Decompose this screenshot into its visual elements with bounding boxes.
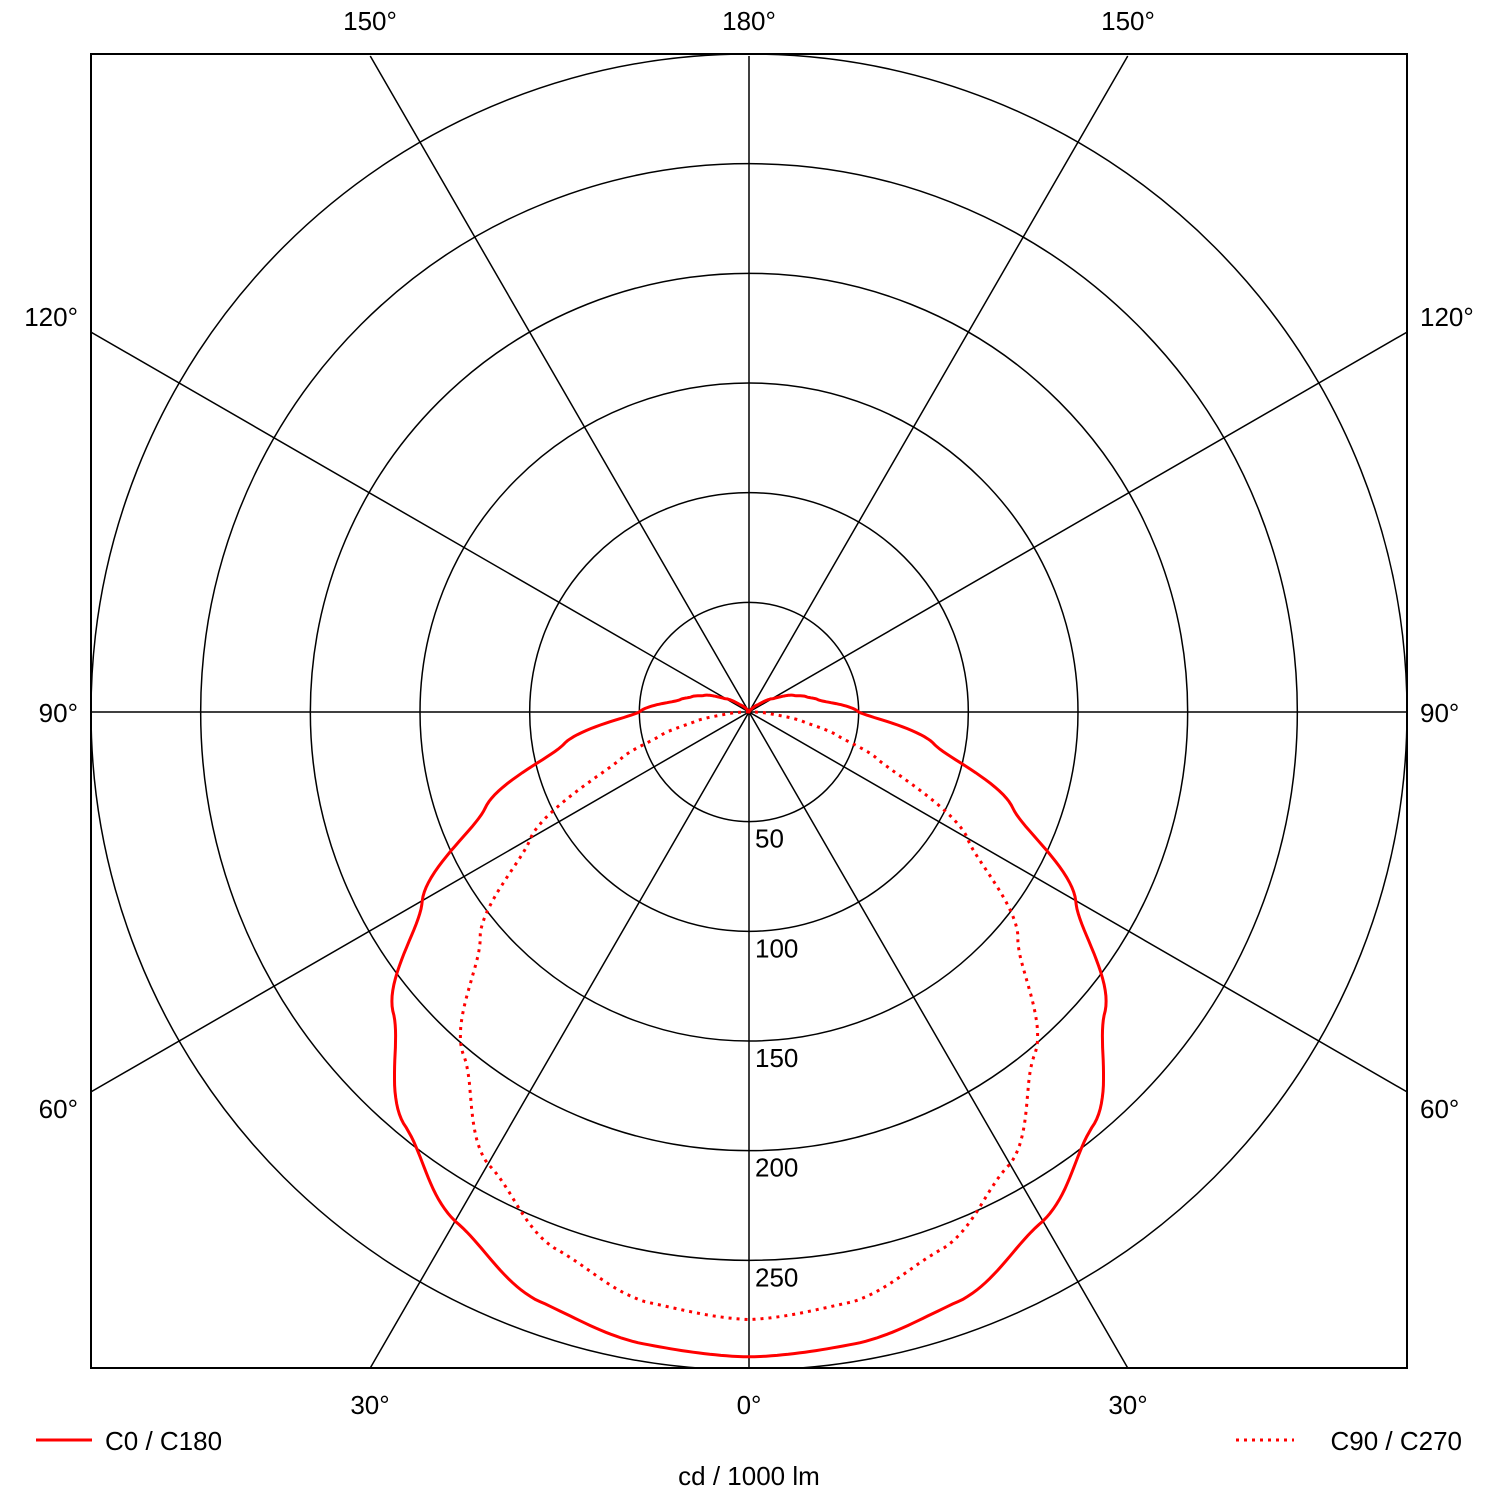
angle-label-left-90: 90° [39,698,78,728]
angle-label-left-60: 60° [39,1094,78,1124]
angle-label-top-right: 150° [1101,6,1155,36]
radial-tick-label: 100 [755,933,798,963]
angle-label-left-120: 120° [24,302,78,332]
radial-tick-label: 250 [755,1262,798,1292]
series-curve-c90-c270 [458,710,1040,1322]
intensity-curves [390,693,1108,1359]
unit-label: cd / 1000 lm [678,1461,820,1491]
radial-tick-label: 200 [755,1153,798,1183]
angle-label-right-90: 90° [1420,698,1459,728]
angle-label-right-120: 120° [1420,302,1474,332]
angle-label-bottom-center: 0° [737,1390,762,1420]
series-curve-c0-c180 [390,693,1108,1359]
legend-item-c0: C0 / C180 [36,1426,222,1456]
legend-label: C0 / C180 [105,1426,222,1456]
radial-tick-label: 50 [755,824,784,854]
angle-label-top-center: 180° [722,6,776,36]
legend-item-c90: C90 / C270 [1236,1426,1462,1456]
radial-tick-label: 150 [755,1043,798,1073]
angle-label-bottom-right: 30° [1108,1390,1147,1420]
angle-label-bottom-left: 30° [350,1390,389,1420]
legend-label: C90 / C270 [1330,1426,1462,1456]
angle-label-top-left: 150° [343,6,397,36]
plot-frame [90,53,1408,1369]
angle-label-right-60: 60° [1420,1094,1459,1124]
